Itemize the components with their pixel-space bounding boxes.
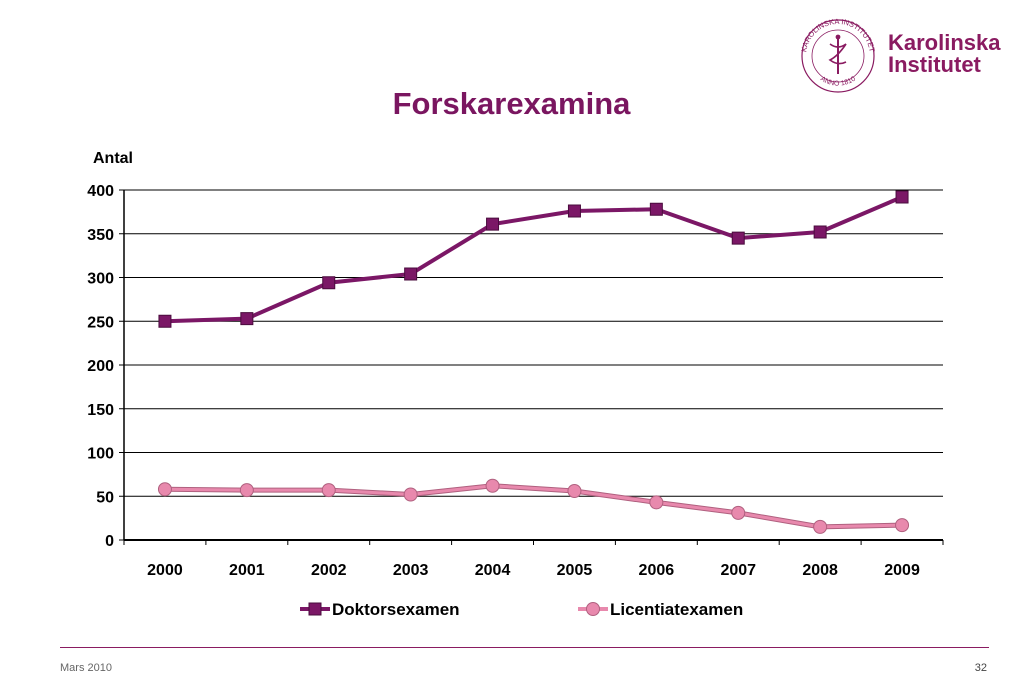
logo-wordmark: Karolinska Institutet (888, 32, 1001, 76)
slide-title: Forskarexamina (392, 86, 631, 121)
seal-icon: KAROLINSKA INSTITUTET ANNO 1810 (799, 17, 877, 93)
data-point (567, 484, 582, 498)
gridlines (124, 189, 943, 497)
logo-line-2: Institutet (888, 52, 981, 77)
data-point (567, 204, 581, 218)
y-tick-label: 400 (87, 183, 114, 200)
data-point (649, 202, 663, 216)
logo-line-1: Karolinska (888, 30, 1001, 55)
y-tick-label: 350 (87, 227, 114, 244)
legend-item-licentiatexamen: Licentiatexamen (578, 600, 743, 619)
x-tick-label: 2001 (229, 562, 265, 579)
data-point (486, 217, 500, 231)
series-doktorsexamen (158, 190, 909, 328)
data-point (403, 487, 418, 502)
x-tick-label: 2003 (393, 562, 429, 579)
legend: Doktorsexamen Licentiatexamen (300, 600, 743, 619)
data-point (239, 483, 254, 498)
y-tick-label: 250 (87, 314, 114, 331)
x-tick-label: 2009 (884, 562, 920, 579)
y-tick-label: 50 (96, 489, 114, 506)
x-axis-ticks: 2000 2001 2002 2003 2004 2005 2006 2007 2008 2009 (123, 540, 944, 579)
legend-swatch-marker (308, 602, 322, 616)
data-point (649, 495, 664, 510)
footer-divider (60, 647, 989, 648)
x-tick-label: 2005 (557, 562, 593, 579)
page-number: 32 (974, 662, 987, 674)
data-point (813, 225, 827, 239)
legend-label: Licentiatexamen (610, 600, 743, 619)
series-line (164, 195, 903, 324)
data-point (731, 505, 746, 520)
data-point (404, 267, 418, 281)
y-tick-label: 150 (87, 402, 114, 419)
data-point (322, 276, 336, 290)
x-tick-label: 2006 (639, 562, 675, 579)
data-point (240, 312, 254, 326)
data-point (895, 190, 909, 204)
x-tick-label: 2007 (720, 562, 756, 579)
axes (123, 190, 943, 541)
y-tick-label: 200 (87, 358, 114, 375)
series-line (164, 484, 903, 529)
y-tick-label: 0 (105, 533, 114, 550)
y-tick-label: 300 (87, 271, 114, 288)
legend-item-doktorsexamen: Doktorsexamen (300, 600, 460, 619)
data-point (813, 519, 828, 534)
x-tick-label: 2008 (802, 562, 838, 579)
x-tick-label: 2002 (311, 562, 347, 579)
y-axis-ticks: 0 50 100 150 200 250 300 350 400 (87, 183, 124, 550)
y-tick-label: 100 (87, 446, 114, 463)
x-tick-label: 2004 (475, 562, 511, 579)
data-point (731, 231, 745, 245)
series-group (157, 190, 910, 534)
data-point (895, 518, 910, 533)
y-axis-label: Antal (93, 150, 133, 167)
data-point (321, 483, 336, 498)
data-point (157, 482, 172, 497)
series-licentiatexamen (157, 478, 910, 534)
data-point (158, 314, 172, 328)
legend-swatch-marker (586, 602, 600, 616)
footer-date: Mars 2010 (60, 662, 112, 674)
data-point (485, 478, 500, 493)
x-tick-label: 2000 (147, 562, 183, 579)
karolinska-logo: KAROLINSKA INSTITUTET ANNO 1810 Karolins… (796, 14, 1006, 94)
legend-label: Doktorsexamen (332, 600, 460, 619)
